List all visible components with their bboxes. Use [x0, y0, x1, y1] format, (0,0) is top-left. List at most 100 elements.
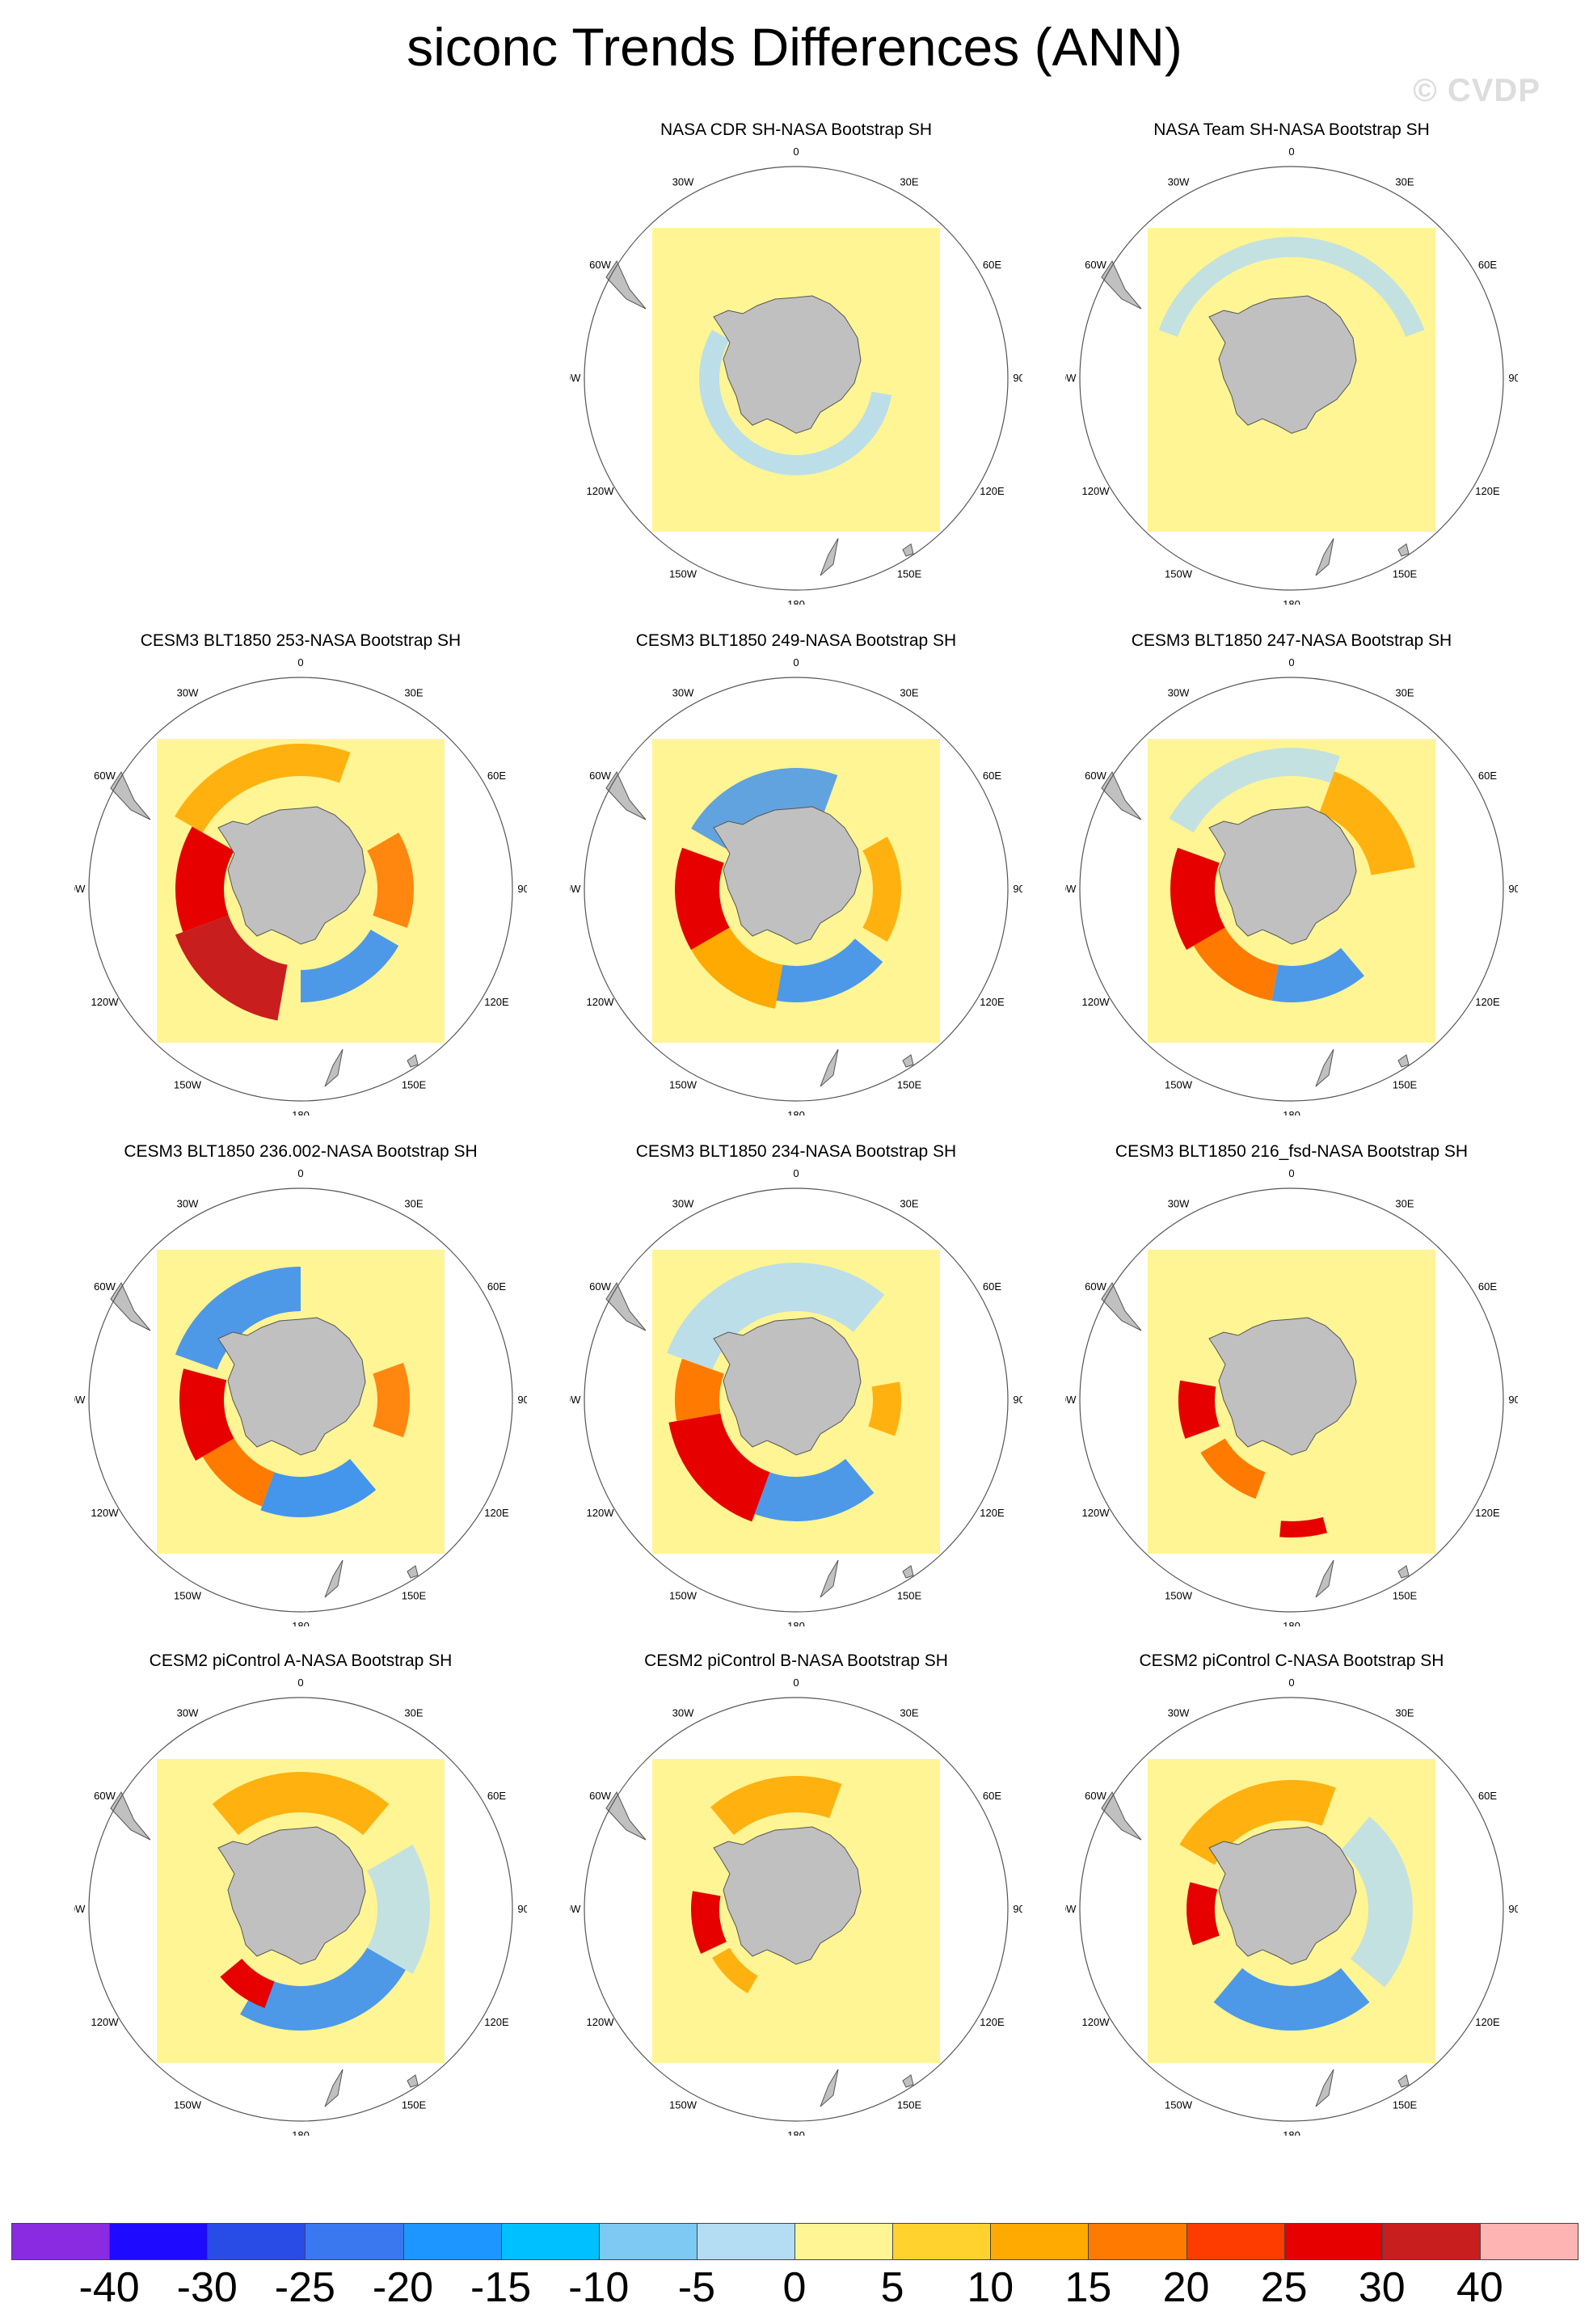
- panel-title: CESM3 BLT1850 253-NASA Bootstrap SH: [140, 631, 462, 650]
- anomaly-region: [1200, 1438, 1266, 1499]
- anomaly-region: [675, 847, 730, 950]
- colorbar-swatch: [1479, 2223, 1578, 2260]
- colorbar-tick-label: 10: [967, 2264, 1014, 2311]
- longitude-label: 120W: [91, 996, 120, 1008]
- colorbar-tick-label: -5: [677, 2264, 715, 2311]
- anomaly-region: [240, 1947, 406, 2031]
- colorbar-tick-label: 40: [1456, 2264, 1503, 2311]
- longitude-label: 150W: [1165, 1078, 1193, 1090]
- antarctica-landmass: [1208, 1317, 1357, 1456]
- longitude-label: 150E: [1393, 1078, 1418, 1090]
- anomaly-region: [1279, 1516, 1327, 1537]
- longitude-label: 150E: [897, 1078, 922, 1090]
- anomaly-region: [175, 915, 288, 1021]
- longitude-label: 60E: [1478, 1790, 1497, 1802]
- longitude-label: 0: [793, 1677, 799, 1689]
- map-panel: NASA Team SH-NASA Bootstrap SH 0 30E 60E 90E…: [1065, 120, 1518, 605]
- longitude-label: 120E: [484, 2016, 509, 2028]
- colorbar-tick-label: -40: [78, 2264, 140, 2311]
- longitude-label: 180: [787, 1620, 805, 1626]
- longitude-label: 90W: [570, 372, 581, 384]
- longitude-label: 150W: [174, 1589, 202, 1601]
- south-america-landmass: [110, 1281, 151, 1331]
- longitude-label: 0: [1288, 146, 1294, 158]
- colorbar-tick-label: -30: [176, 2264, 238, 2311]
- anomaly-region: [754, 1458, 875, 1521]
- longitude-label: 120W: [1082, 485, 1111, 497]
- south-america-landmass: [110, 1790, 151, 1841]
- longitude-label: 90W: [74, 1903, 86, 1915]
- longitude-label: 150E: [897, 1589, 922, 1601]
- longitude-label: 60E: [1478, 259, 1497, 271]
- colorbar-swatch: [1088, 2223, 1187, 2260]
- new-zealand-landmass: [820, 2069, 839, 2107]
- anomaly-region: [175, 1267, 301, 1370]
- longitude-label: 120W: [91, 2016, 120, 2028]
- longitude-label: 60E: [487, 1280, 506, 1293]
- colorbar-tick-label: 0: [782, 2264, 807, 2311]
- anomaly-region: [1169, 748, 1340, 833]
- tasmania-landmass: [407, 1054, 419, 1068]
- trend-anomalies: [175, 744, 414, 1021]
- south-america-landmass: [1101, 259, 1142, 310]
- trend-anomalies: [699, 330, 892, 475]
- longitude-label: 0: [793, 656, 799, 669]
- longitude-label: 150E: [897, 2098, 922, 2111]
- longitude-label: 180: [1283, 2129, 1300, 2136]
- longitude-label: 60W: [1085, 259, 1106, 271]
- new-zealand-landmass: [324, 1559, 344, 1598]
- longitude-label: 90W: [1065, 883, 1077, 895]
- anomaly-region: [1178, 1380, 1220, 1439]
- longitude-label: 30E: [900, 176, 918, 188]
- longitude-label: 60W: [589, 770, 611, 782]
- longitude-label: 30W: [177, 1198, 199, 1210]
- longitude-label: 180: [1283, 1109, 1300, 1116]
- anomaly-region: [862, 837, 901, 942]
- map-boundary: [1079, 677, 1504, 1102]
- new-zealand-landmass: [1315, 1048, 1334, 1087]
- map-boundary: [1079, 1187, 1504, 1613]
- colorbar-swatch: [207, 2223, 306, 2260]
- longitude-label: 90E: [517, 883, 527, 895]
- longitude-label: 120E: [980, 2016, 1005, 2028]
- longitude-label: 150W: [174, 2098, 202, 2111]
- longitude-label: 30W: [1168, 1707, 1190, 1719]
- longitude-label: 120E: [484, 996, 509, 1008]
- south-america-landmass: [605, 1281, 647, 1331]
- colorbar-swatch: [11, 2223, 111, 2260]
- colorbar-tick-label: -15: [470, 2264, 532, 2311]
- longitude-label: 90E: [1013, 883, 1022, 895]
- south-america-landmass: [605, 1790, 647, 1841]
- anomaly-region: [1271, 947, 1364, 1002]
- cvdp-watermark: © CVDP: [1413, 73, 1541, 108]
- longitude-label: 180: [1283, 1620, 1300, 1626]
- longitude-label: 90W: [74, 1394, 86, 1406]
- south-america-landmass: [605, 259, 647, 310]
- longitude-label: 90E: [1013, 1903, 1022, 1915]
- panel-title: CESM3 BLT1850 234-NASA Bootstrap SH: [635, 1142, 957, 1161]
- longitude-label: 30E: [900, 1707, 918, 1719]
- longitude-label: 30W: [672, 1198, 694, 1210]
- longitude-label: 0: [1288, 656, 1294, 669]
- longitude-label: 120E: [1475, 2016, 1500, 2028]
- longitude-label: 60W: [94, 1790, 116, 1802]
- colorbar: [11, 2223, 1578, 2260]
- longitude-label: 180: [787, 1109, 805, 1116]
- colorbar-swatch: [1186, 2223, 1285, 2260]
- colorbar-swatch: [1381, 2223, 1481, 2260]
- anomaly-region: [691, 1891, 727, 1954]
- map-panel: NASA CDR SH-NASA Bootstrap SH 0 30E 60E 90E 1…: [570, 120, 1022, 605]
- polar-map: 0 30E 60E 90E 120E 150E 180 150W 120W 90W 60W 30W: [74, 1677, 527, 2136]
- anomaly-region: [212, 1772, 390, 1836]
- antarctica-landmass: [713, 1826, 862, 1965]
- longitude-label: 120W: [91, 1507, 120, 1519]
- longitude-label: 90W: [570, 883, 581, 895]
- longitude-label: 90E: [1508, 372, 1518, 384]
- anomaly-region: [691, 927, 783, 1009]
- colorbar-tick-label: -25: [274, 2264, 335, 2311]
- map-panel: CESM3 BLT1850 234-NASA Bootstrap SH 0 30E 6…: [570, 1141, 1022, 1626]
- colorbar-swatch: [990, 2223, 1090, 2260]
- polar-map: 0 30E 60E 90E 120E 150E 180 150W 120W 90W 60W 30W: [570, 1167, 1022, 1626]
- longitude-label: 150E: [897, 567, 922, 580]
- trend-anomalies: [1178, 1380, 1327, 1537]
